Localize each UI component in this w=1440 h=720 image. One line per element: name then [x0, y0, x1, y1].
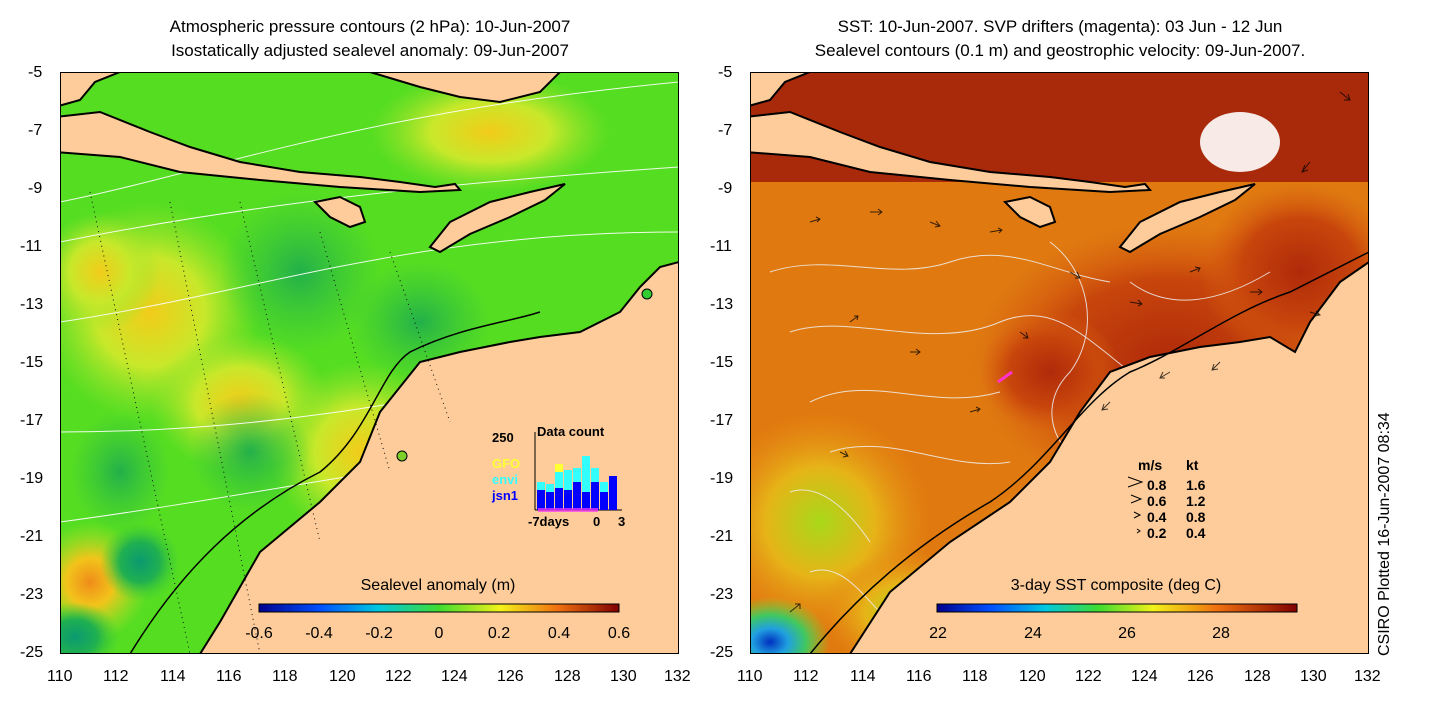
plot-credit: CSIRO Plotted 16-Jun-2007 08:34: [1376, 412, 1393, 656]
y-tick: -11: [20, 238, 42, 255]
x-tick: 126: [497, 668, 524, 685]
x-tick: 132: [1354, 668, 1381, 685]
speed-legend: m/s kt 0.8 1.6 0.6 1.2 0.4 0.8 0.2 0.4: [1127, 457, 1206, 541]
y-tick: -15: [20, 354, 44, 371]
inset-legend-jsn1: jsn1: [491, 488, 518, 503]
x-tick: 120: [329, 668, 356, 685]
right-title-line2: Sealevel contours (0.1 m) and geostrophi…: [814, 41, 1306, 60]
y-tick: -9: [28, 180, 43, 197]
x-tick: 128: [1244, 668, 1271, 685]
left-title-line2: Isostatically adjusted sealevel anomaly:…: [171, 41, 569, 60]
x-tick: 116: [906, 668, 932, 685]
cb-tick: 0.6: [608, 625, 630, 642]
inset-x-label-zero: 0: [593, 514, 600, 529]
x-tick: 118: [962, 668, 988, 685]
inset-y-max-label: 250: [492, 430, 514, 445]
x-tick: 122: [385, 668, 412, 685]
left-colorbar: Sealevel anomaly (m) -0.6 -0.4 -0.2 0 0.…: [245, 577, 630, 642]
x-tick: 124: [441, 668, 468, 685]
x-tick: 112: [103, 668, 129, 685]
y-tick: -7: [718, 122, 733, 139]
x-tick: 114: [850, 668, 876, 685]
x-tick: 128: [554, 668, 581, 685]
inset-legend-gfo: GFO: [492, 456, 520, 471]
x-tick: 110: [737, 668, 763, 685]
y-tick: -17: [710, 412, 734, 429]
cb-tick: 0: [435, 625, 444, 642]
x-tick: 114: [160, 668, 186, 685]
left-map[interactable]: 250 Data count GFO envi jsn1 -7days 0 3 …: [60, 72, 679, 654]
speed-legend-kt: 0.8: [1186, 509, 1206, 525]
right-title-line1: SST: 10-Jun-2007. SVP drifters (magenta)…: [837, 17, 1283, 36]
x-tick: 120: [1019, 668, 1046, 685]
speed-legend-ms: 0.4: [1147, 509, 1167, 525]
inset-legend-envi: envi: [492, 472, 518, 487]
speed-legend-kt: 1.2: [1186, 493, 1206, 509]
inset-x-label-start: -7days: [528, 514, 569, 529]
y-tick: -13: [20, 296, 44, 313]
cb-tick: -0.4: [305, 625, 333, 642]
cb-tick: 22: [929, 625, 947, 642]
y-tick: -5: [28, 64, 43, 81]
y-tick: -19: [20, 470, 44, 487]
y-tick: -23: [710, 586, 734, 603]
right-colorbar: 3-day SST composite (deg C) 22 24 26 28: [929, 577, 1298, 642]
cb-tick: 28: [1212, 625, 1230, 642]
y-tick: -15: [710, 354, 734, 371]
speed-legend-ms: 0.8: [1147, 477, 1167, 493]
y-tick: -21: [710, 528, 734, 545]
inset-title: Data count: [537, 424, 605, 439]
speed-legend-kt: 1.6: [1186, 477, 1206, 493]
speed-legend-kt: 0.4: [1186, 525, 1206, 541]
x-tick: 126: [1187, 668, 1214, 685]
x-tick: 130: [1300, 668, 1327, 685]
left-title-line1: Atmospheric pressure contours (2 hPa): 1…: [169, 17, 571, 36]
x-tick: 112: [793, 668, 819, 685]
x-tick: 122: [1075, 668, 1102, 685]
speed-legend-ms: 0.2: [1147, 525, 1167, 541]
y-tick: -9: [718, 180, 733, 197]
x-tick: 132: [664, 668, 691, 685]
left-colorbar-ticks: -0.6 -0.4 -0.2 0 0.2 0.4 0.6: [245, 625, 630, 642]
cb-tick: 0.4: [548, 625, 570, 642]
x-tick: 116: [216, 668, 242, 685]
left-colorbar-label: Sealevel anomaly (m): [361, 577, 516, 594]
speed-legend-header-kt: kt: [1186, 457, 1199, 473]
y-tick: -25: [20, 644, 44, 661]
data-count-bars: [537, 456, 617, 510]
right-map[interactable]: m/s kt 0.8 1.6 0.6 1.2 0.4 0.8 0.2 0.4 3…: [750, 72, 1369, 654]
speed-legend-ms: 0.6: [1147, 493, 1167, 509]
y-tick: -25: [710, 644, 734, 661]
y-tick: -17: [20, 412, 44, 429]
x-tick: 124: [1131, 668, 1158, 685]
y-tick: -11: [710, 238, 732, 255]
cb-tick: 26: [1118, 625, 1136, 642]
y-tick: -13: [710, 296, 734, 313]
cb-tick: 0.2: [488, 625, 510, 642]
y-tick: -21: [20, 528, 44, 545]
cb-tick: -0.6: [245, 625, 273, 642]
data-count-inset: 250 Data count GFO envi jsn1 -7days 0 3: [491, 424, 625, 529]
speed-legend-header-ms: m/s: [1138, 457, 1162, 473]
y-tick: -5: [718, 64, 733, 81]
cb-tick: 24: [1024, 625, 1042, 642]
x-tick: 118: [272, 668, 298, 685]
y-tick: -19: [710, 470, 734, 487]
inset-x-label-end: 3: [618, 514, 625, 529]
x-tick: 110: [47, 668, 73, 685]
y-tick: -23: [20, 586, 44, 603]
y-tick: -7: [28, 122, 43, 139]
right-colorbar-label: 3-day SST composite (deg C): [1011, 577, 1221, 594]
x-tick: 130: [610, 668, 637, 685]
cb-tick: -0.2: [365, 625, 393, 642]
